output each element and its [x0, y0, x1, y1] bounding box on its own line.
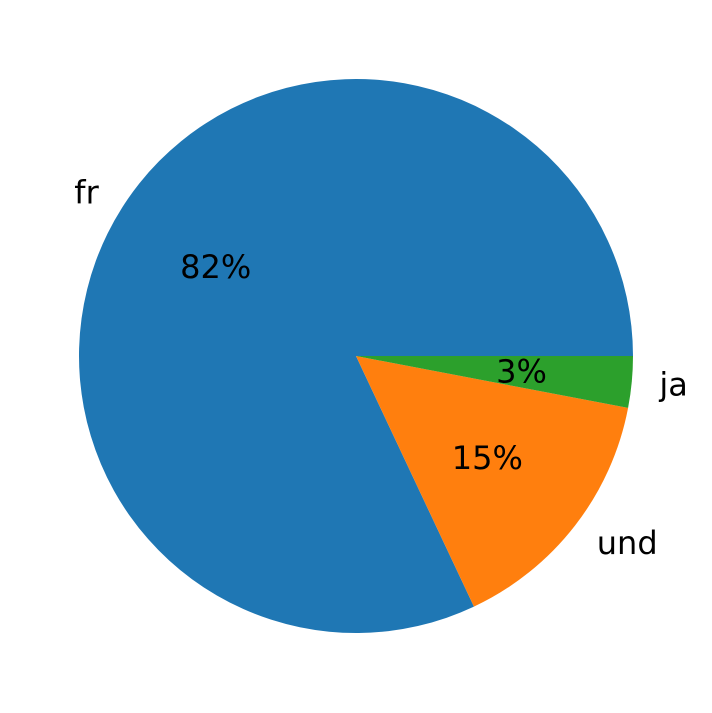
pie-slices	[78, 78, 634, 633]
pie-label-ja: ja	[658, 366, 688, 404]
pie-value-label-fr: 82%	[180, 248, 251, 286]
pie-value-label-ja: 3%	[496, 353, 547, 391]
pie-labels: fr 82% und 15% ja 3%	[74, 174, 688, 562]
pie-value-label-und: 15%	[452, 439, 523, 477]
pie-label-fr: fr	[74, 174, 99, 212]
pie-slice-fr	[78, 78, 634, 633]
pie-slice-ja	[356, 356, 633, 408]
pie-slice-und	[356, 356, 629, 607]
pie-label-und: und	[597, 524, 658, 562]
